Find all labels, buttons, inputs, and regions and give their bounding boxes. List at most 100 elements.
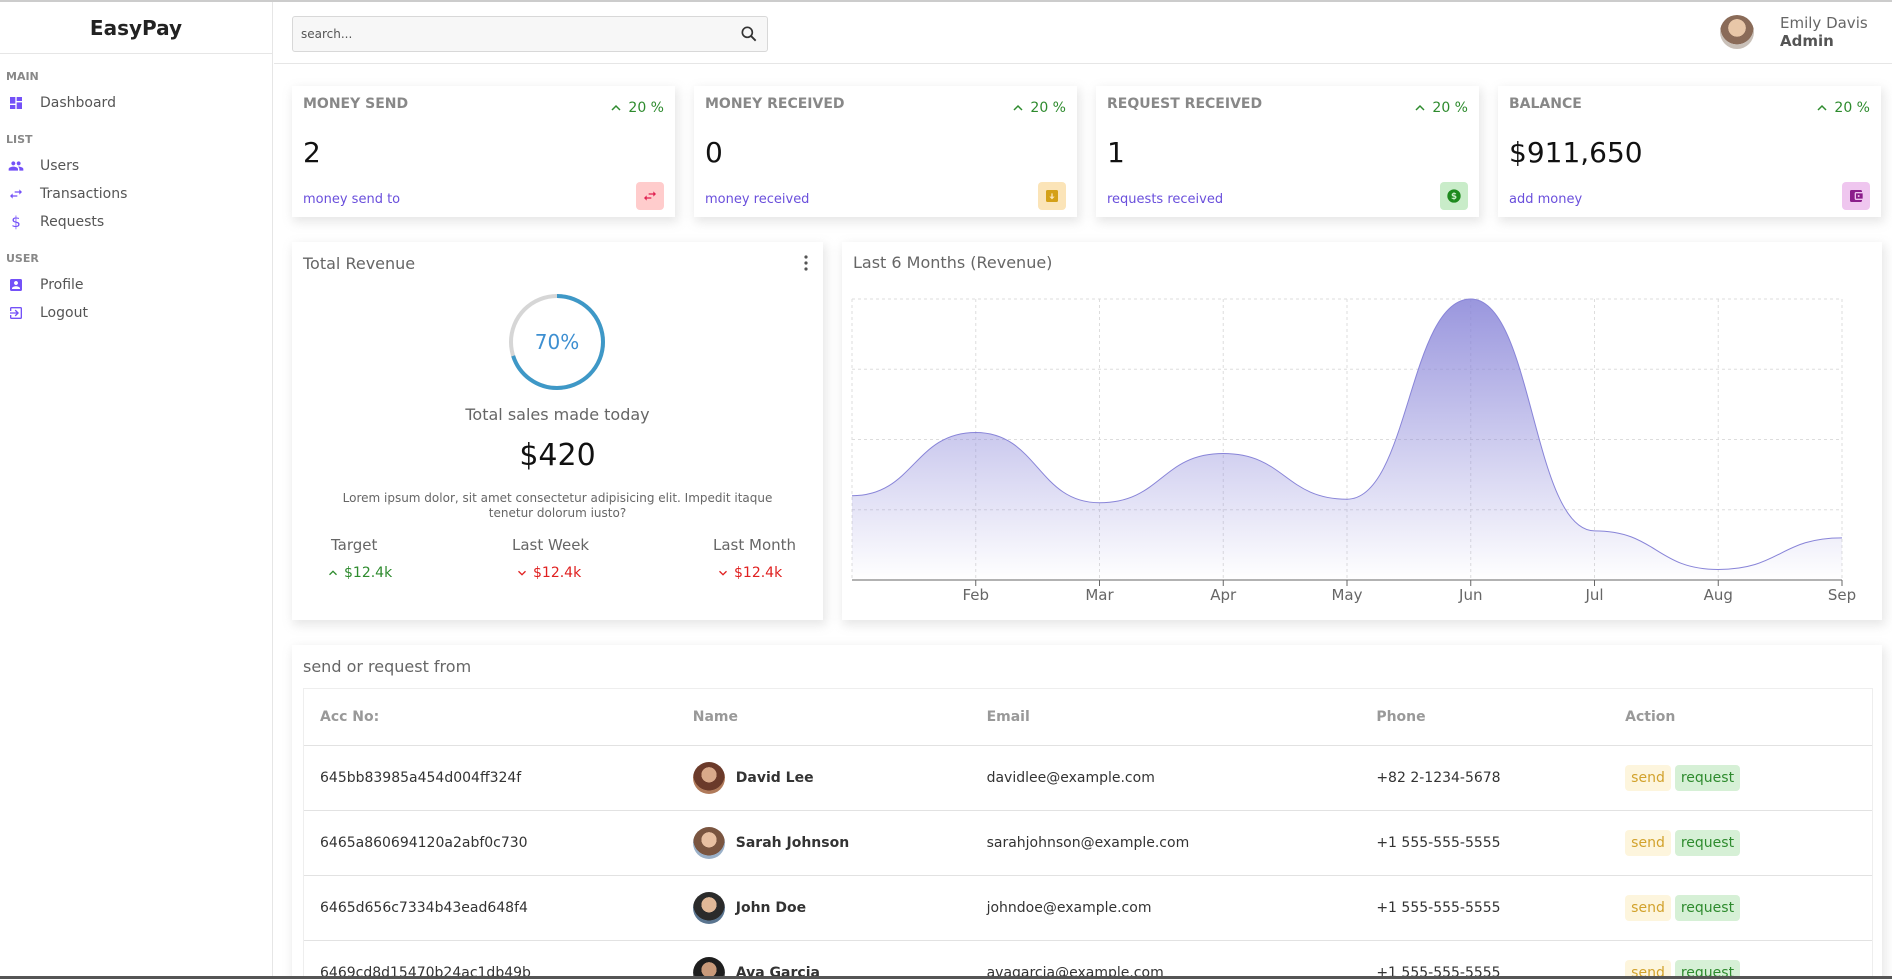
chevron-up-icon xyxy=(329,570,337,576)
summary-value-target: $12.4k xyxy=(326,565,392,581)
sidebar-item-transactions[interactable]: Transactions xyxy=(0,180,272,208)
money-circle-icon: $ xyxy=(1440,182,1468,210)
user-menu[interactable]: Emily Davis Admin xyxy=(1720,14,1868,50)
contacts-table: Acc No: Name Email Phone Action 645bb839… xyxy=(303,688,1873,979)
header-acc: Acc No: xyxy=(320,709,380,725)
app-logo[interactable]: EasyPay xyxy=(0,2,272,54)
summary-value: $12.4k xyxy=(533,565,582,581)
header-action: Action xyxy=(1625,709,1676,725)
send-button[interactable]: send xyxy=(1625,765,1671,791)
sidebar-item-label: Logout xyxy=(40,305,88,321)
summary-value-last-week: $12.4k xyxy=(515,565,581,581)
progress-ring-fill xyxy=(509,294,605,390)
featured-amount: $420 xyxy=(519,438,596,473)
area-fill xyxy=(852,299,1842,580)
contact-email: johndoe@example.com xyxy=(986,900,1152,916)
sidebar-item-requests[interactable]: $ Requests xyxy=(0,208,272,236)
table-row: 6465d656c7334b43ead648f4 John Doe johndo… xyxy=(304,876,1872,941)
widget-link[interactable]: money received xyxy=(705,192,810,207)
x-tick-label: Mar xyxy=(1085,586,1114,604)
sidebar-section-main: MAIN xyxy=(6,70,39,83)
acc-no: 6469cd8d15470b24ac1db49b xyxy=(320,965,531,979)
avatar xyxy=(692,827,725,859)
total-revenue-card: Total Revenue 70% Total sales made today… xyxy=(292,242,823,620)
contact-email: avagarcia@example.com xyxy=(986,965,1164,979)
search-icon[interactable] xyxy=(739,24,759,44)
progress-ring xyxy=(509,294,605,390)
widget-title: REQUEST RECEIVED xyxy=(1107,96,1263,112)
x-tick-label: Jun xyxy=(1458,586,1482,604)
summary-label-target: Target xyxy=(331,536,378,554)
table-header: Acc No: Name Email Phone Action xyxy=(304,689,1872,746)
widget-percentage: 20 % xyxy=(1010,100,1066,116)
dashboard-icon xyxy=(8,95,24,111)
acc-no: 6465a860694120a2abf0c730 xyxy=(320,835,528,851)
widget-percentage-value: 20 % xyxy=(1834,100,1870,116)
widget-balance: BALANCE 20 % $911,650 add money xyxy=(1498,86,1881,217)
contact-name: John Doe xyxy=(735,900,807,916)
chevron-up-icon xyxy=(1013,104,1023,111)
send-button[interactable]: send xyxy=(1625,895,1671,921)
widget-request-received: REQUEST RECEIVED 20 % 1 requests receive… xyxy=(1096,86,1479,217)
send-button[interactable]: send xyxy=(1625,960,1671,979)
sidebar-item-profile[interactable]: Profile xyxy=(0,271,272,299)
featured-description: Lorem ipsum dolor, sit amet consectetur … xyxy=(342,491,773,520)
request-button[interactable]: request xyxy=(1674,765,1741,791)
chevron-up-icon xyxy=(1817,104,1827,111)
x-tick-label: Apr xyxy=(1210,586,1237,604)
sidebar-section-user: USER xyxy=(6,252,39,265)
avatar xyxy=(692,957,725,979)
widget-link[interactable]: money send to xyxy=(303,192,401,207)
chart-title: Last 6 Months (Revenue) xyxy=(853,253,1053,272)
summary-value-last-month: $12.4k xyxy=(716,565,782,581)
search-input[interactable] xyxy=(301,27,739,41)
contact-email: davidlee@example.com xyxy=(986,770,1155,786)
list-title: send or request from xyxy=(303,657,472,676)
widget-title: MONEY SEND xyxy=(303,96,409,112)
send-request-list: send or request from Acc No: Name Email … xyxy=(292,645,1882,979)
contact-name: Sarah Johnson xyxy=(735,835,850,851)
contact-phone: +1 555-555-5555 xyxy=(1376,900,1501,916)
sidebar-item-users[interactable]: Users xyxy=(0,152,272,180)
summary-value: $12.4k xyxy=(344,565,393,581)
chevron-up-icon xyxy=(1415,104,1425,111)
revenue-area-chart: Feb Mar Apr May Jun Jul Aug Sep xyxy=(851,298,1856,604)
sidebar-item-logout[interactable]: Logout xyxy=(0,299,272,327)
widget-title: BALANCE xyxy=(1509,96,1582,112)
table-row: 6465a860694120a2abf0c730 Sarah Johnson s… xyxy=(304,811,1872,876)
widget-link[interactable]: requests received xyxy=(1107,192,1224,207)
widget-counter: 0 xyxy=(705,136,723,169)
revenue-chart-card: Last 6 Months (Revenue) Feb Mar Apr May Jun J… xyxy=(842,242,1882,620)
sidebar-item-dashboard[interactable]: Dashboard xyxy=(0,89,272,117)
table-row: 645bb83985a454d004ff324f David Lee david… xyxy=(304,746,1872,811)
avatar[interactable] xyxy=(1720,15,1754,49)
x-tick-label: Feb xyxy=(962,586,989,604)
wallet-icon xyxy=(1842,182,1870,210)
sidebar-section-list: LIST xyxy=(6,133,33,146)
header-phone: Phone xyxy=(1376,709,1426,725)
widget-percentage-value: 20 % xyxy=(1030,100,1066,116)
logout-icon xyxy=(8,305,24,321)
request-button[interactable]: request xyxy=(1674,895,1741,921)
featured-subtitle: Total sales made today xyxy=(465,405,650,424)
send-button[interactable]: send xyxy=(1625,830,1671,856)
svg-text:$: $ xyxy=(1451,192,1457,202)
widget-percentage: 20 % xyxy=(1412,100,1468,116)
contact-phone: +82 2-1234-5678 xyxy=(1376,770,1501,786)
profile-icon xyxy=(8,277,24,293)
request-button[interactable]: request xyxy=(1674,830,1741,856)
x-tick-label: Aug xyxy=(1704,586,1733,604)
x-tick-label: May xyxy=(1331,586,1362,604)
widget-counter: $911,650 xyxy=(1509,136,1643,169)
transactions-icon xyxy=(8,186,24,202)
widget-link[interactable]: add money xyxy=(1509,192,1583,207)
widget-money-send: MONEY SEND 20 % 2 money send to xyxy=(292,86,675,217)
sidebar-item-label: Profile xyxy=(40,277,84,293)
widget-percentage: 20 % xyxy=(608,100,664,116)
more-vert-icon[interactable] xyxy=(803,254,809,272)
user-role: Admin xyxy=(1780,32,1834,50)
request-button[interactable]: request xyxy=(1674,960,1741,979)
area-line xyxy=(851,298,1843,570)
sidebar-item-label: Users xyxy=(40,158,80,174)
received-box-icon xyxy=(1038,182,1066,210)
